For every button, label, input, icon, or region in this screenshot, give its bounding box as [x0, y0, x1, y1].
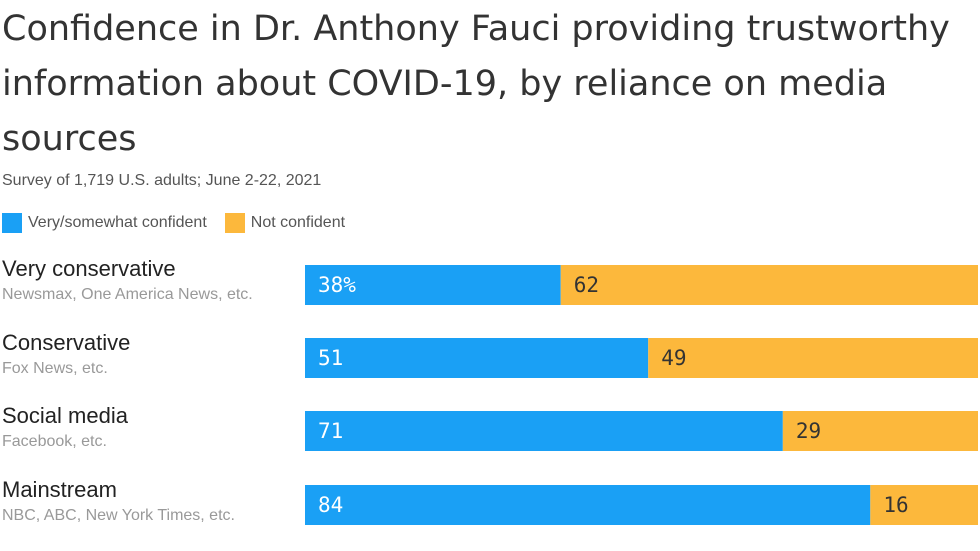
bar-confident-3 — [305, 485, 871, 525]
category-label-mainstream: Mainstream NBC, ABC, New York Times, etc… — [2, 476, 235, 528]
bar-label-confident-0: 38% — [318, 273, 356, 297]
legend-item-confident: Very/somewhat confident — [2, 213, 207, 233]
category-label-very-conservative: Very conservative Newsmax, One America N… — [2, 255, 253, 307]
chart-legend: Very/somewhat confident Not confident — [2, 213, 363, 233]
bar-confident-0 — [305, 265, 561, 305]
bar-label-confident-2: 71 — [318, 419, 343, 443]
category-label-conservative: Conservative Fox News, etc. — [2, 329, 130, 381]
chart-title: Confidence in Dr. Anthony Fauci providin… — [2, 9, 950, 159]
category-sources: Facebook, etc. — [2, 433, 107, 450]
bar-label-confident-1: 51 — [318, 346, 343, 370]
legend-swatch-not-confident — [224, 213, 245, 233]
category-name: Social media — [2, 403, 128, 428]
category-sources: Newsmax, One America News, etc. — [2, 286, 253, 303]
bar-not-confident-2 — [782, 411, 978, 451]
category-sources: NBC, ABC, New York Times, etc. — [2, 507, 235, 524]
bar-confident-2 — [305, 411, 783, 451]
bar-not-confident-1 — [648, 338, 978, 378]
bar-label-not-confident-0: 62 — [574, 273, 599, 297]
bar-confident-1 — [305, 338, 649, 378]
bar-not-confident-3 — [870, 485, 978, 525]
bar-label-not-confident-2: 29 — [796, 419, 821, 443]
legend-item-not-confident: Not confident — [224, 213, 346, 233]
bar-label-not-confident-1: 49 — [661, 346, 686, 370]
category-name: Mainstream — [2, 477, 117, 502]
category-label-social-media: Social media Facebook, etc. — [2, 402, 128, 454]
legend-label-confident: Very/somewhat confident — [28, 214, 207, 231]
chart-subtitle: Survey of 1,719 U.S. adults; June 2-22, … — [2, 172, 322, 189]
category-name: Very conservative — [2, 256, 176, 281]
category-name: Conservative — [2, 330, 131, 355]
legend-swatch-confident — [2, 213, 22, 233]
bar-label-confident-3: 84 — [318, 493, 343, 517]
bar-not-confident-0 — [560, 265, 978, 305]
bar-label-not-confident-3: 16 — [883, 493, 908, 517]
category-sources: Fox News, etc. — [2, 360, 108, 377]
legend-label-not-confident: Not confident — [250, 214, 346, 231]
